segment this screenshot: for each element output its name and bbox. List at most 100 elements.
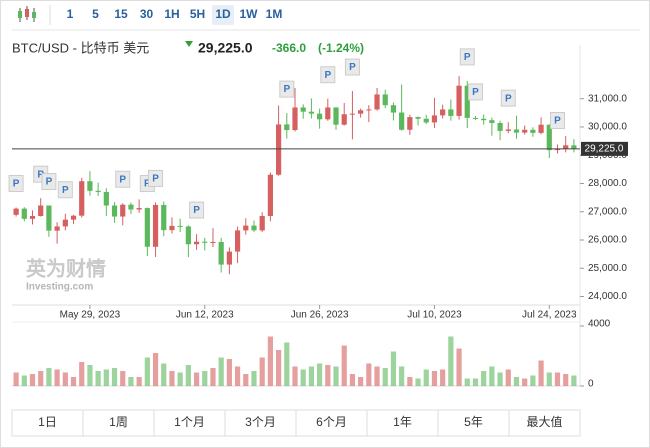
- range-button[interactable]: [437, 409, 510, 437]
- news-marker-label[interactable]: P: [349, 62, 356, 73]
- volume-bar: [226, 359, 232, 386]
- news-marker-label[interactable]: P: [13, 179, 20, 190]
- volume-bar: [374, 366, 380, 386]
- range-label[interactable]: 1年: [393, 415, 412, 429]
- volume-bar: [366, 363, 372, 386]
- candle-body: [546, 124, 552, 151]
- change-percent: (-1.24%): [318, 41, 364, 55]
- candle-body: [128, 204, 134, 210]
- range-label[interactable]: 1日: [38, 415, 57, 429]
- news-marker[interactable]: [320, 66, 336, 84]
- volume-bar: [210, 368, 216, 386]
- interval-button[interactable]: 1: [67, 7, 74, 21]
- y-tick-label: 26,000.0: [588, 235, 627, 246]
- candle-body: [300, 107, 306, 112]
- range-label[interactable]: 1个月: [174, 415, 205, 429]
- news-marker-label[interactable]: P: [152, 174, 159, 185]
- price: 29,225.0: [198, 40, 253, 56]
- candle-body: [70, 215, 77, 220]
- candle-body: [554, 148, 561, 151]
- news-marker-label[interactable]: P: [144, 179, 151, 190]
- candle-body: [497, 123, 503, 131]
- volume-bar: [431, 371, 438, 386]
- range-label[interactable]: 5年: [464, 415, 483, 429]
- interval-button[interactable]: 30: [140, 7, 154, 21]
- volume-bar: [29, 374, 36, 386]
- candle-body: [87, 181, 93, 191]
- y-tick-label: 30,000.0: [588, 122, 627, 133]
- candle-body: [79, 181, 85, 216]
- news-marker[interactable]: [148, 169, 164, 187]
- range-label[interactable]: 最大值: [526, 414, 562, 429]
- volume-bar: [415, 378, 421, 386]
- volume-bar: [538, 360, 544, 386]
- news-marker[interactable]: [467, 83, 483, 101]
- volume-bar: [169, 371, 175, 386]
- volume-bar: [464, 378, 470, 386]
- news-marker[interactable]: [459, 48, 475, 66]
- volume-bar: [456, 348, 462, 386]
- range-button[interactable]: [508, 409, 581, 437]
- interval-button[interactable]: 15: [114, 7, 128, 21]
- news-marker-label[interactable]: P: [119, 174, 126, 185]
- interval-button[interactable]: 1H: [164, 7, 179, 21]
- candle-body: [284, 124, 290, 131]
- news-marker[interactable]: [8, 175, 24, 192]
- news-marker-label[interactable]: P: [62, 185, 69, 196]
- x-tick-label: Jul 10, 2023: [407, 310, 462, 321]
- candle-body: [21, 208, 27, 219]
- news-marker[interactable]: [344, 58, 360, 76]
- news-marker[interactable]: [279, 80, 295, 98]
- y-tick-label: 28,000.0: [588, 178, 627, 189]
- range-button[interactable]: [153, 409, 226, 437]
- down-arrow: [185, 41, 193, 47]
- toolbar-icon[interactable]: [18, 6, 36, 22]
- candle-body: [456, 85, 462, 116]
- news-marker[interactable]: [500, 89, 516, 107]
- interval-button[interactable]: 1D: [215, 7, 231, 21]
- news-marker[interactable]: [41, 173, 57, 191]
- range-button[interactable]: [11, 409, 84, 437]
- candle-body: [46, 205, 52, 231]
- interval-active-bg: [212, 5, 234, 25]
- range-label[interactable]: 6个月: [316, 415, 347, 429]
- candle-body: [407, 117, 413, 130]
- news-marker[interactable]: [549, 111, 565, 129]
- news-marker-label[interactable]: P: [283, 84, 290, 95]
- news-marker-label[interactable]: P: [37, 169, 44, 180]
- volume-bar: [161, 363, 167, 386]
- candle-body: [193, 241, 200, 245]
- candle-body: [120, 204, 126, 217]
- news-marker-label[interactable]: P: [193, 205, 200, 216]
- news-marker[interactable]: [189, 201, 205, 219]
- candle-body: [202, 241, 208, 243]
- news-marker-label[interactable]: P: [46, 177, 53, 188]
- candle-body: [267, 174, 273, 216]
- news-marker-label[interactable]: P: [472, 87, 479, 98]
- range-label[interactable]: 1周: [109, 415, 128, 429]
- candle-body: [530, 129, 536, 133]
- interval-button[interactable]: 1W: [240, 7, 259, 21]
- news-marker[interactable]: [115, 170, 131, 188]
- news-marker-label[interactable]: P: [554, 116, 561, 127]
- interval-button[interactable]: 5: [92, 7, 99, 21]
- x-tick-label: May 29, 2023: [60, 310, 121, 321]
- volume-tick-label: 4000: [588, 319, 611, 330]
- news-marker-label[interactable]: P: [324, 70, 331, 81]
- y-tick-label: 31,000.0: [588, 93, 627, 104]
- volume-bar: [267, 336, 273, 386]
- range-label[interactable]: 3个月: [245, 415, 276, 429]
- candle-body: [464, 85, 470, 118]
- news-marker[interactable]: [57, 181, 73, 199]
- volume-bar: [423, 369, 429, 386]
- candle-body: [177, 225, 183, 227]
- news-marker-label[interactable]: P: [505, 93, 512, 104]
- interval-button[interactable]: 5H: [190, 7, 205, 21]
- range-button[interactable]: [366, 409, 439, 437]
- candle-body: [103, 191, 109, 206]
- interval-button[interactable]: 1M: [266, 7, 283, 21]
- candle-body: [161, 204, 167, 231]
- news-marker-label[interactable]: P: [464, 52, 471, 63]
- current-price-box: [581, 141, 628, 156]
